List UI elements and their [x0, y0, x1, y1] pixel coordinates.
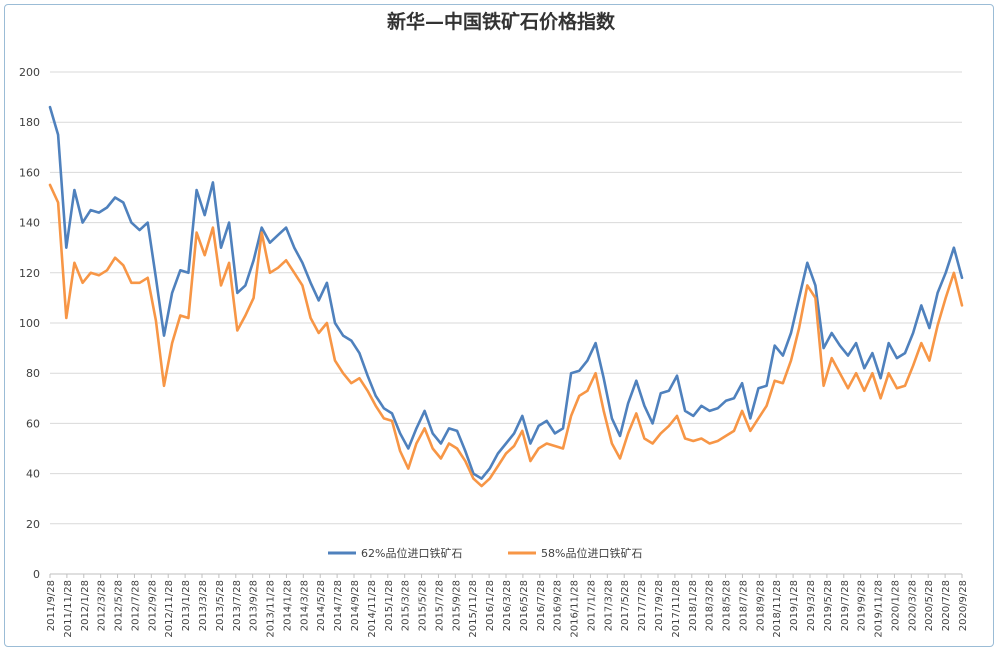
x-tick-label: 2018/5/28 [722, 580, 733, 631]
y-tick-label: 120 [19, 267, 40, 280]
x-tick-label: 2017/9/28 [654, 580, 665, 631]
x-tick-label: 2016/11/28 [570, 580, 581, 638]
x-tick-label: 2012/7/28 [130, 580, 141, 631]
y-tick-label: 60 [26, 417, 40, 430]
x-tick-label: 2020/3/28 [907, 580, 918, 631]
x-tick-label: 2018/3/28 [705, 580, 716, 631]
y-tick-label: 160 [19, 166, 40, 179]
x-tick-label: 2020/9/28 [958, 580, 969, 631]
x-tick-label: 2019/11/28 [874, 580, 885, 638]
x-tick-label: 2016/9/28 [553, 580, 564, 631]
x-tick-label: 2020/5/28 [924, 580, 935, 631]
legend-label-2: 58%品位进口铁矿石 [541, 546, 642, 560]
x-tick-label: 2018/1/28 [688, 580, 699, 631]
y-tick-label: 140 [19, 217, 40, 230]
x-tick-label: 2014/11/28 [367, 580, 378, 638]
x-tick-label: 2017/1/28 [586, 580, 597, 631]
x-tick-label: 2014/9/28 [350, 580, 361, 631]
chart-title: 新华—中国铁矿石价格指数 [387, 10, 616, 33]
legend-label-1: 62%品位进口铁矿石 [361, 546, 462, 560]
legend: 62%品位进口铁矿石 58%品位进口铁矿石 [328, 546, 642, 560]
x-tick-label: 2018/9/28 [755, 580, 766, 631]
x-tick-label: 2015/3/28 [401, 580, 412, 631]
x-tick-label: 2015/9/28 [451, 580, 462, 631]
x-tick-label: 2014/7/28 [333, 580, 344, 631]
x-tick-label: 2013/11/28 [266, 580, 277, 638]
x-tick-label: 2012/5/28 [114, 580, 125, 631]
x-tick-label: 2013/7/28 [232, 580, 243, 631]
x-tick-label: 2019/3/28 [806, 580, 817, 631]
x-axis: 2011/9/28 2011/11/28 2012/1/28 2012/3/28 201… [46, 573, 969, 638]
series-lines [48, 105, 964, 488]
x-tick-label: 2017/5/28 [620, 580, 631, 631]
y-tick-label: 100 [19, 317, 40, 330]
x-tick-label: 2016/1/28 [485, 580, 496, 631]
y-axis: 0 20 40 60 80 100 120 140 160 180 200 [19, 66, 40, 581]
x-tick-label: 2016/5/28 [519, 580, 530, 631]
x-tick-label: 2015/11/28 [468, 580, 479, 638]
y-tick-label: 0 [33, 568, 40, 581]
y-tick-label: 20 [26, 518, 40, 531]
x-tick-label: 2017/11/28 [671, 580, 682, 638]
x-tick-label: 2014/3/28 [299, 580, 310, 631]
x-tick-label: 2017/3/28 [603, 580, 614, 631]
y-tick-label: 80 [26, 367, 40, 380]
x-tick-label: 2013/3/28 [198, 580, 209, 631]
x-tick-label: 2019/1/28 [789, 580, 800, 631]
x-tick-label: 2019/9/28 [857, 580, 868, 631]
x-tick-label: 2015/1/28 [384, 580, 395, 631]
x-tick-label: 2013/1/28 [181, 580, 192, 631]
x-tick-label: 2020/1/28 [890, 580, 901, 631]
x-tick-label: 2018/7/28 [738, 580, 749, 631]
x-tick-label: 2014/5/28 [316, 580, 327, 631]
x-tick-label: 2012/1/28 [80, 580, 91, 631]
y-tick-label: 40 [26, 468, 40, 481]
series-line-1 [48, 105, 964, 480]
x-tick-label: 2018/11/28 [772, 580, 783, 638]
x-tick-label: 2011/11/28 [63, 580, 74, 638]
x-tick-label: 2016/3/28 [502, 580, 513, 631]
x-tick-label: 2012/11/28 [164, 580, 175, 638]
x-tick-label: 2012/3/28 [97, 580, 108, 631]
y-tick-label: 200 [19, 66, 40, 79]
x-tick-label: 2020/7/28 [941, 580, 952, 631]
gridlines [50, 71, 962, 575]
x-tick-label: 2015/5/28 [418, 580, 429, 631]
x-tick-label: 2016/7/28 [536, 580, 547, 631]
x-tick-label: 2013/9/28 [249, 580, 260, 631]
x-tick-label: 2012/9/28 [147, 580, 158, 631]
x-tick-label: 2011/9/28 [46, 580, 57, 631]
y-tick-label: 180 [19, 116, 40, 129]
x-tick-label: 2019/5/28 [823, 580, 834, 631]
x-tick-label: 2017/7/28 [637, 580, 648, 631]
x-tick-label: 2015/7/28 [434, 580, 445, 631]
chart-frame [4, 4, 994, 647]
x-tick-label: 2019/7/28 [840, 580, 851, 631]
series-line-2 [48, 183, 964, 488]
x-tick-label: 2014/1/28 [282, 580, 293, 631]
x-tick-label: 2013/5/28 [215, 580, 226, 631]
